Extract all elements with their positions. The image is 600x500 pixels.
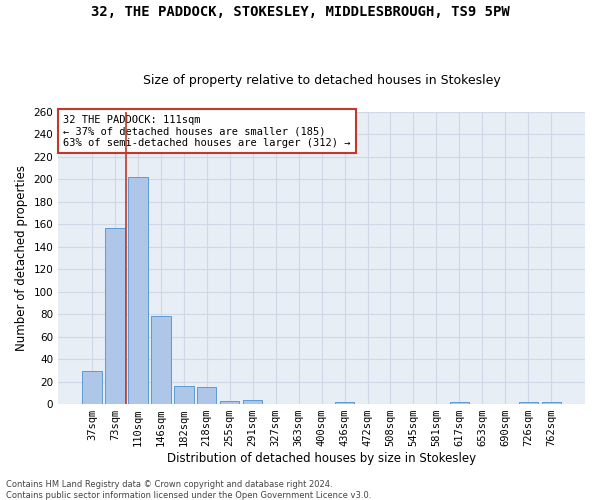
- Bar: [243, 400, 262, 404]
- Bar: [82, 372, 101, 404]
- Bar: [105, 228, 125, 404]
- Bar: [335, 402, 355, 404]
- X-axis label: Distribution of detached houses by size in Stokesley: Distribution of detached houses by size …: [167, 452, 476, 465]
- Y-axis label: Number of detached properties: Number of detached properties: [15, 165, 28, 351]
- Text: Contains HM Land Registry data © Crown copyright and database right 2024.
Contai: Contains HM Land Registry data © Crown c…: [6, 480, 371, 500]
- Bar: [542, 402, 561, 404]
- Bar: [220, 400, 239, 404]
- Bar: [174, 386, 194, 404]
- Bar: [128, 177, 148, 404]
- Title: Size of property relative to detached houses in Stokesley: Size of property relative to detached ho…: [143, 74, 500, 87]
- Text: 32, THE PADDOCK, STOKESLEY, MIDDLESBROUGH, TS9 5PW: 32, THE PADDOCK, STOKESLEY, MIDDLESBROUG…: [91, 5, 509, 19]
- Text: 32 THE PADDOCK: 111sqm
← 37% of detached houses are smaller (185)
63% of semi-de: 32 THE PADDOCK: 111sqm ← 37% of detached…: [64, 114, 351, 148]
- Bar: [518, 402, 538, 404]
- Bar: [449, 402, 469, 404]
- Bar: [197, 387, 217, 404]
- Bar: [151, 316, 170, 404]
